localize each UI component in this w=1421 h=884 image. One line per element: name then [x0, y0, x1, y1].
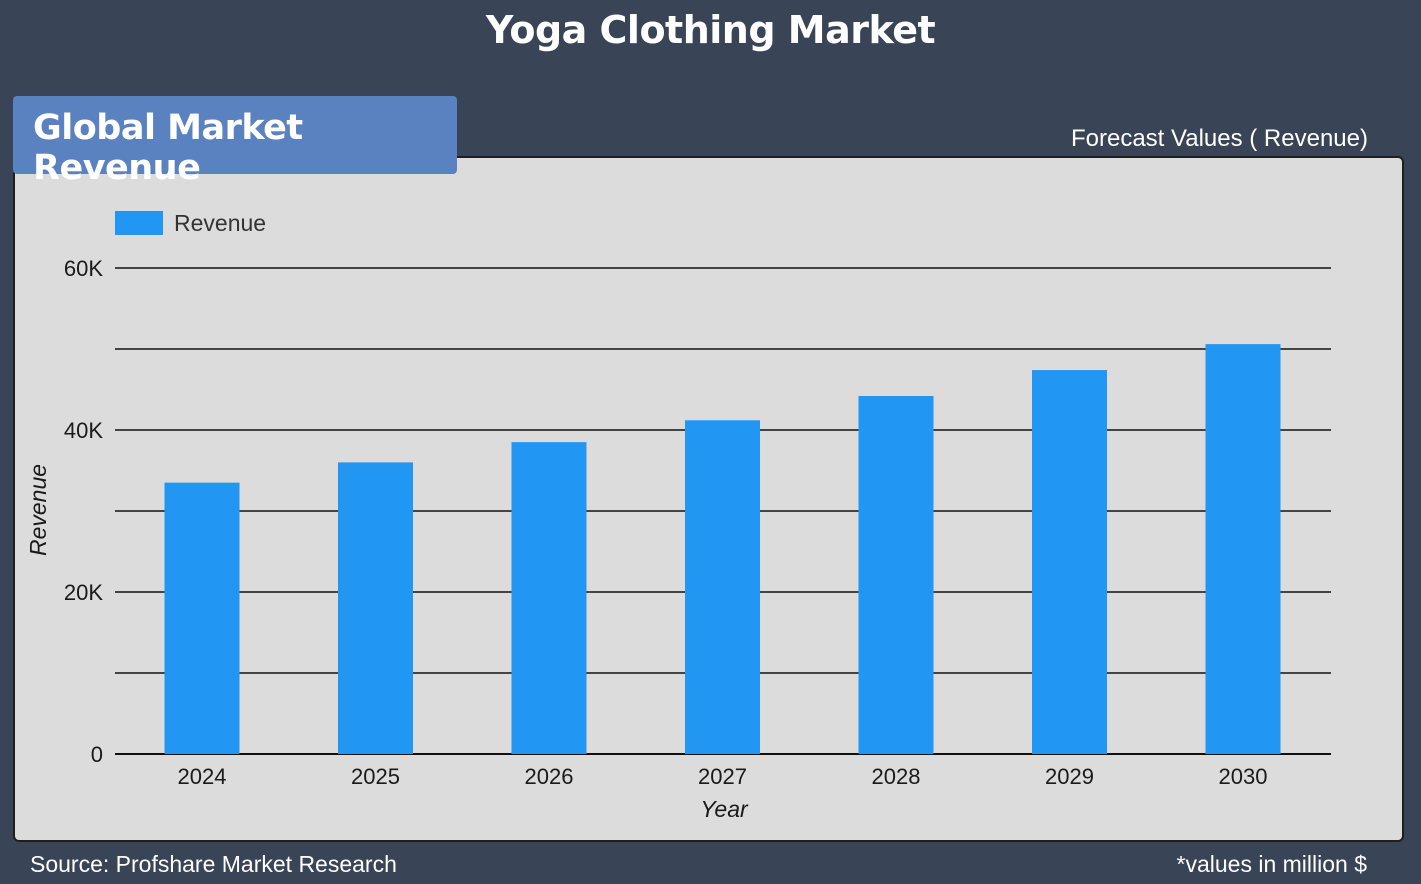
- forecast-label: Forecast Values ( Revenue): [1070, 125, 1368, 152]
- section-tab: Global Market Revenue: [13, 96, 457, 188]
- bar-2030: [1205, 344, 1281, 754]
- bar-2029: [1032, 370, 1107, 754]
- page-title: Yoga Clothing Market: [485, 8, 936, 52]
- bar-2025: [338, 462, 413, 754]
- bar-2024: [164, 482, 240, 754]
- y-tick-label: 0: [91, 742, 103, 767]
- y-tick-label: 60K: [64, 256, 103, 281]
- x-tick-label: 2025: [351, 764, 400, 789]
- x-tick-label: 2024: [178, 764, 227, 789]
- legend-swatch-revenue: [115, 211, 163, 235]
- legend-label-revenue: Revenue: [174, 210, 266, 236]
- x-axis-title: Year: [700, 796, 749, 822]
- y-tick-label: 40K: [64, 418, 103, 443]
- bars: [164, 344, 1281, 754]
- y-tick-label: 20K: [64, 580, 103, 605]
- x-tick-label: 2030: [1219, 764, 1268, 789]
- y-axis-title: Revenue: [25, 464, 51, 556]
- x-axis-ticks: 2024 2025 2026 2027 2028 2029 2030: [178, 764, 1268, 789]
- x-tick-label: 2028: [872, 764, 921, 789]
- bar-2026: [511, 442, 587, 754]
- legend: Revenue: [115, 210, 266, 236]
- x-tick-label: 2027: [698, 764, 747, 789]
- x-tick-label: 2029: [1045, 764, 1094, 789]
- section-tab-label: Global Market Revenue: [33, 108, 303, 188]
- y-axis-ticks: 0 20K 40K 60K: [64, 256, 103, 767]
- units-note: *values in million $: [1176, 851, 1367, 877]
- x-tick-label: 2026: [525, 764, 574, 789]
- bar-2027: [685, 420, 760, 754]
- bar-2028: [858, 395, 934, 754]
- source-credit: Source: Profshare Market Research: [30, 851, 397, 877]
